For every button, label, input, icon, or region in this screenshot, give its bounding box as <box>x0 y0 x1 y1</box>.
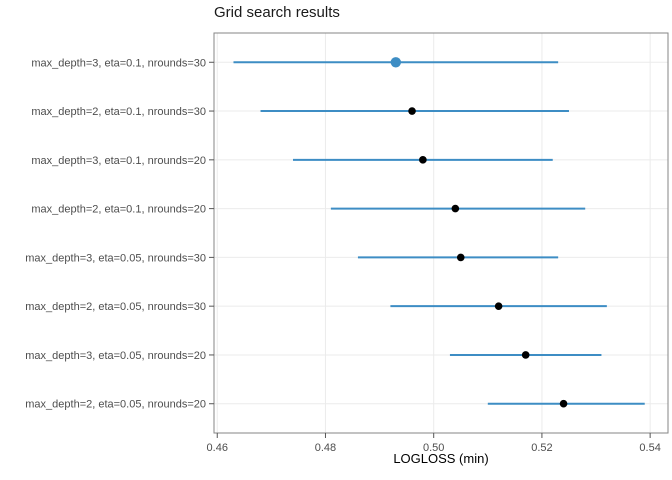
x-axis-title: LOGLOSS (min) <box>393 451 489 466</box>
estimate-point <box>408 107 416 115</box>
x-tick-label: 0.54 <box>639 442 660 454</box>
x-tick-label: 0.52 <box>531 442 552 454</box>
estimate-point <box>419 156 427 164</box>
x-tick-label: 0.48 <box>315 442 336 454</box>
y-category-label: max_depth=3, eta=0.1, nrounds=20 <box>31 155 206 167</box>
chart-title: Grid search results <box>214 4 340 21</box>
estimate-point-highlighted <box>390 57 402 68</box>
y-category-label: max_depth=2, eta=0.1, nrounds=20 <box>31 204 206 216</box>
estimate-point <box>456 253 465 262</box>
estimate-point <box>521 351 530 359</box>
panel-border <box>213 32 669 434</box>
x-tick-label: 0.46 <box>207 442 228 454</box>
y-category-label: max_depth=2, eta=0.05, nrounds=30 <box>25 301 206 313</box>
y-category-label: max_depth=3, eta=0.05, nrounds=30 <box>25 252 206 264</box>
x-tick-label: 0.50 <box>423 442 444 454</box>
estimate-point <box>451 204 460 213</box>
estimate-point <box>494 302 503 310</box>
panel-background <box>214 33 668 433</box>
y-category-label: max_depth=3, eta=0.1, nrounds=30 <box>31 57 206 69</box>
y-category-label: max_depth=2, eta=0.1, nrounds=30 <box>31 106 206 118</box>
estimate-point <box>559 399 568 408</box>
y-category-label: max_depth=2, eta=0.05, nrounds=20 <box>25 399 206 411</box>
y-category-label: max_depth=3, eta=0.05, nrounds=20 <box>25 350 206 362</box>
